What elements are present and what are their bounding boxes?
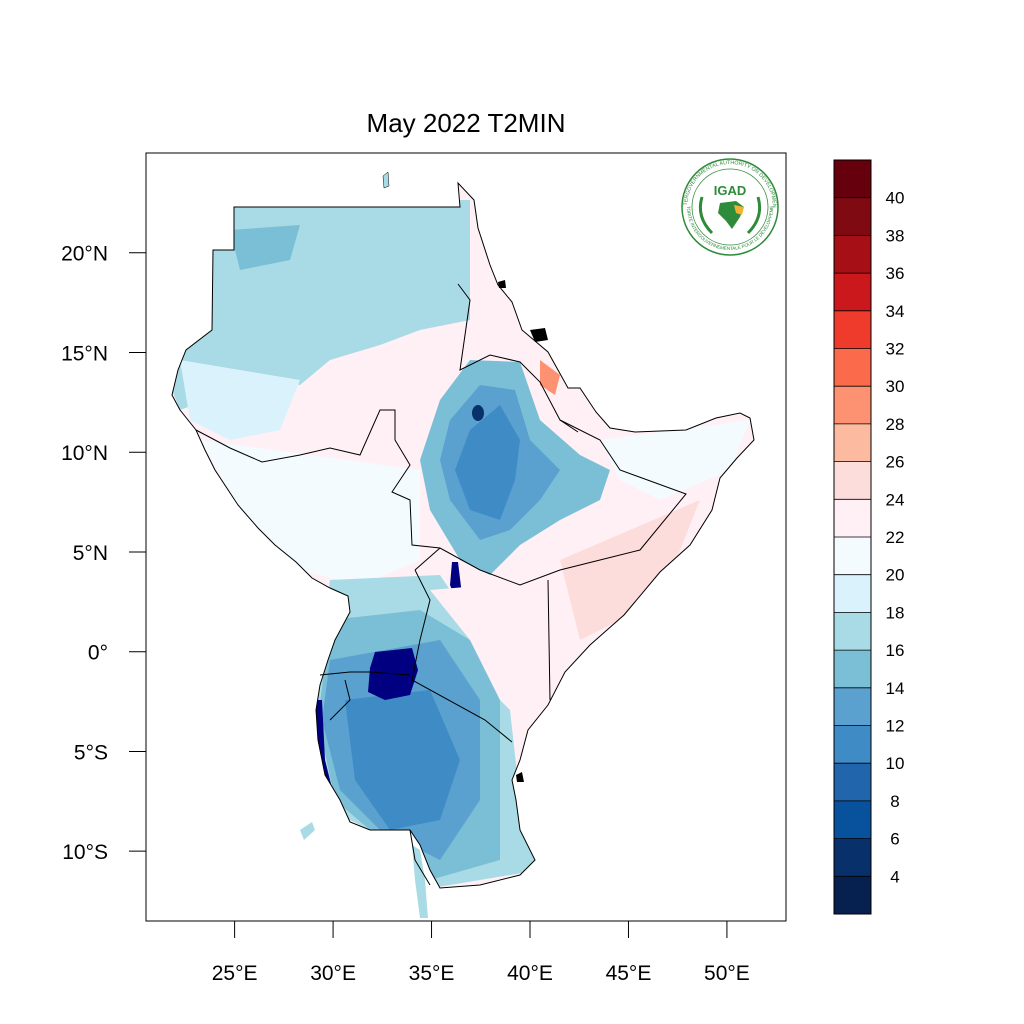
logo-acronym: IGAD (714, 183, 747, 198)
colorbar-label: 18 (886, 603, 905, 622)
lon-tick-label: 35°E (409, 962, 455, 985)
colorbar-label: 22 (886, 528, 905, 547)
colorbar-label: 26 (886, 453, 905, 472)
colorbar-segment (834, 725, 871, 764)
lake-tana (472, 405, 484, 421)
colorbar-label: 28 (886, 415, 905, 434)
colorbar-segment (834, 763, 871, 802)
colorbar-label: 24 (886, 490, 905, 509)
colorbar-label: 34 (886, 302, 905, 321)
border-kenya-somalia (547, 579, 551, 701)
border-tanzania-south (409, 829, 431, 886)
lake-mweru (300, 822, 315, 840)
country-borders (195, 283, 687, 886)
colorbar-segment (834, 537, 871, 576)
lake-tanganyika (314, 700, 350, 830)
colorbar-segment (834, 386, 871, 425)
region-kenya-lowlands (430, 580, 560, 730)
lat-tick-label: 5°S (74, 741, 108, 764)
colorbar-segment (834, 160, 871, 199)
colorbar-label: 8 (890, 792, 899, 811)
colorbar-segment (834, 273, 871, 312)
colorbar-segment (834, 197, 871, 236)
colorbar-label: 4 (890, 867, 899, 886)
lat-tick-label: 10°N (61, 442, 108, 465)
laurel-left-icon (698, 196, 714, 235)
region-west-sudan (180, 360, 300, 440)
lat-axis: 20°N 15°N 10°N 5°N 0° 5°S 10°S (61, 243, 146, 864)
lat-tick-label: 5°N (73, 542, 108, 565)
region-tanzania-core (345, 690, 460, 830)
igad-logo: IGAD INTERGOVERNMENTAL AUTHORITY ON DEVE… (681, 158, 779, 256)
colorbar-segment (834, 461, 871, 500)
colorbar-segment (834, 800, 871, 840)
colorbar-label: 36 (886, 264, 905, 283)
border-rwanda-burundi-north (319, 671, 411, 676)
colorbar-segment (834, 687, 871, 726)
colorbar-label: 10 (886, 754, 905, 773)
lat-tick-label: 10°S (62, 841, 108, 864)
colorbar-segment (834, 876, 871, 915)
border-ethiopia-somalia-kenya (414, 419, 687, 586)
colorbar-segment (834, 235, 871, 274)
colorbar-segment (834, 574, 871, 613)
lat-tick-label: 20°N (61, 243, 108, 266)
colorbar-label: 40 (886, 189, 905, 208)
colorbar-label: 30 (886, 377, 905, 396)
colorbar-segment (834, 310, 871, 349)
colorbar-label: 20 (886, 566, 905, 585)
igad-region-icon (734, 205, 744, 215)
lake-malawi (412, 845, 428, 918)
colorbar-segment (834, 499, 871, 538)
region-northern-somalia (600, 420, 750, 500)
colorbar-segment (834, 348, 871, 387)
lon-tick-label: 50°E (704, 962, 750, 985)
colorbar: 40 38 36 34 32 30 28 26 24 22 20 18 16 14 12 10 8 6 4 (833, 159, 905, 915)
colorbar-frame (833, 159, 872, 915)
region-south-sudan (200, 440, 420, 585)
map-title: May 2022 T2MIN (366, 108, 566, 138)
lon-tick-label: 40°E (507, 962, 553, 985)
colorbar-label: 14 (886, 679, 905, 698)
region-north-sudan-cool-patch (230, 225, 300, 270)
border-burundi (329, 679, 351, 721)
colorbar-label: 32 (886, 340, 905, 359)
colorbar-segment (834, 612, 871, 651)
colorbar-segment (834, 838, 871, 877)
colorbar-label: 12 (886, 717, 905, 736)
border-uganda-kenya-tanzania (411, 569, 513, 743)
colorbar-label: 38 (886, 226, 905, 245)
region-danakil-warm (540, 360, 560, 395)
region-ethiopian-highlands-core (455, 405, 520, 520)
lon-tick-label: 30°E (310, 962, 356, 985)
border-sudan-south-sudan (195, 409, 441, 549)
lat-tick-label: 15°N (61, 342, 108, 365)
colorbar-segment (834, 650, 871, 689)
colorbar-label: 6 (890, 830, 899, 849)
red-sea-islands (498, 280, 548, 782)
lat-tick-label: 0° (88, 642, 108, 665)
region-eastern-somalia (560, 500, 700, 640)
border-sudan-ethiopia-eritrea (457, 283, 579, 433)
laurel-right-icon (746, 196, 762, 235)
lake-nasser (382, 171, 390, 189)
lon-tick-label: 45°E (606, 962, 652, 985)
colorbar-segment (834, 423, 871, 463)
lon-axis: 25°E 30°E 35°E 40°E 45°E 50°E (212, 921, 750, 985)
lon-tick-label: 25°E (212, 962, 258, 985)
colorbar-label: 16 (886, 641, 905, 660)
